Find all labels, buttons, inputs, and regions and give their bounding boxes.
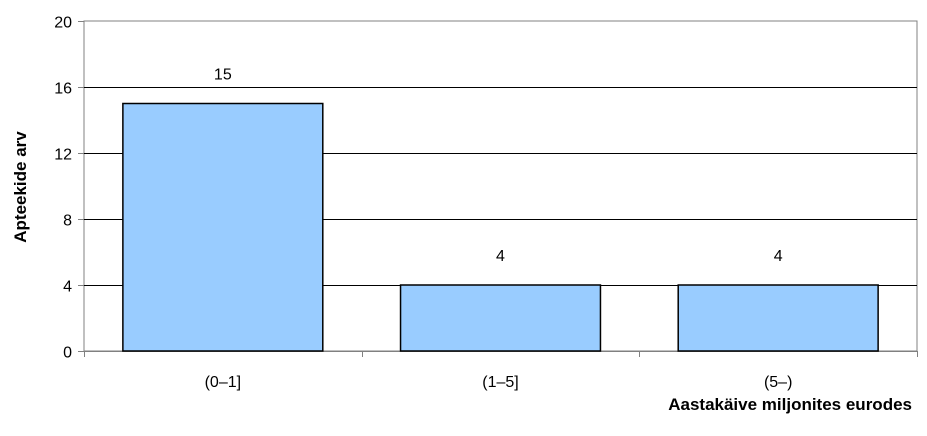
bar xyxy=(401,285,601,351)
y-tick-label: 12 xyxy=(54,147,72,164)
x-tick-label: (5–) xyxy=(764,374,792,391)
x-tick-label: (0–1] xyxy=(205,374,241,391)
bar-data-label: 4 xyxy=(774,248,783,265)
y-tick-label: 4 xyxy=(63,279,72,296)
y-axis-title: Apteekide arv xyxy=(11,131,30,243)
bar xyxy=(678,285,878,351)
bar-data-label: 4 xyxy=(496,248,505,265)
y-tick-label: 0 xyxy=(63,345,72,362)
bar-data-label: 15 xyxy=(214,67,232,84)
bar xyxy=(123,104,323,352)
x-tick-label: (1–5] xyxy=(482,374,518,391)
y-tick-label: 20 xyxy=(54,15,72,32)
x-axis-title: Aastakäive miljonites eurodes xyxy=(668,395,912,414)
y-tick-label: 8 xyxy=(63,213,72,230)
y-tick-label: 16 xyxy=(54,81,72,98)
